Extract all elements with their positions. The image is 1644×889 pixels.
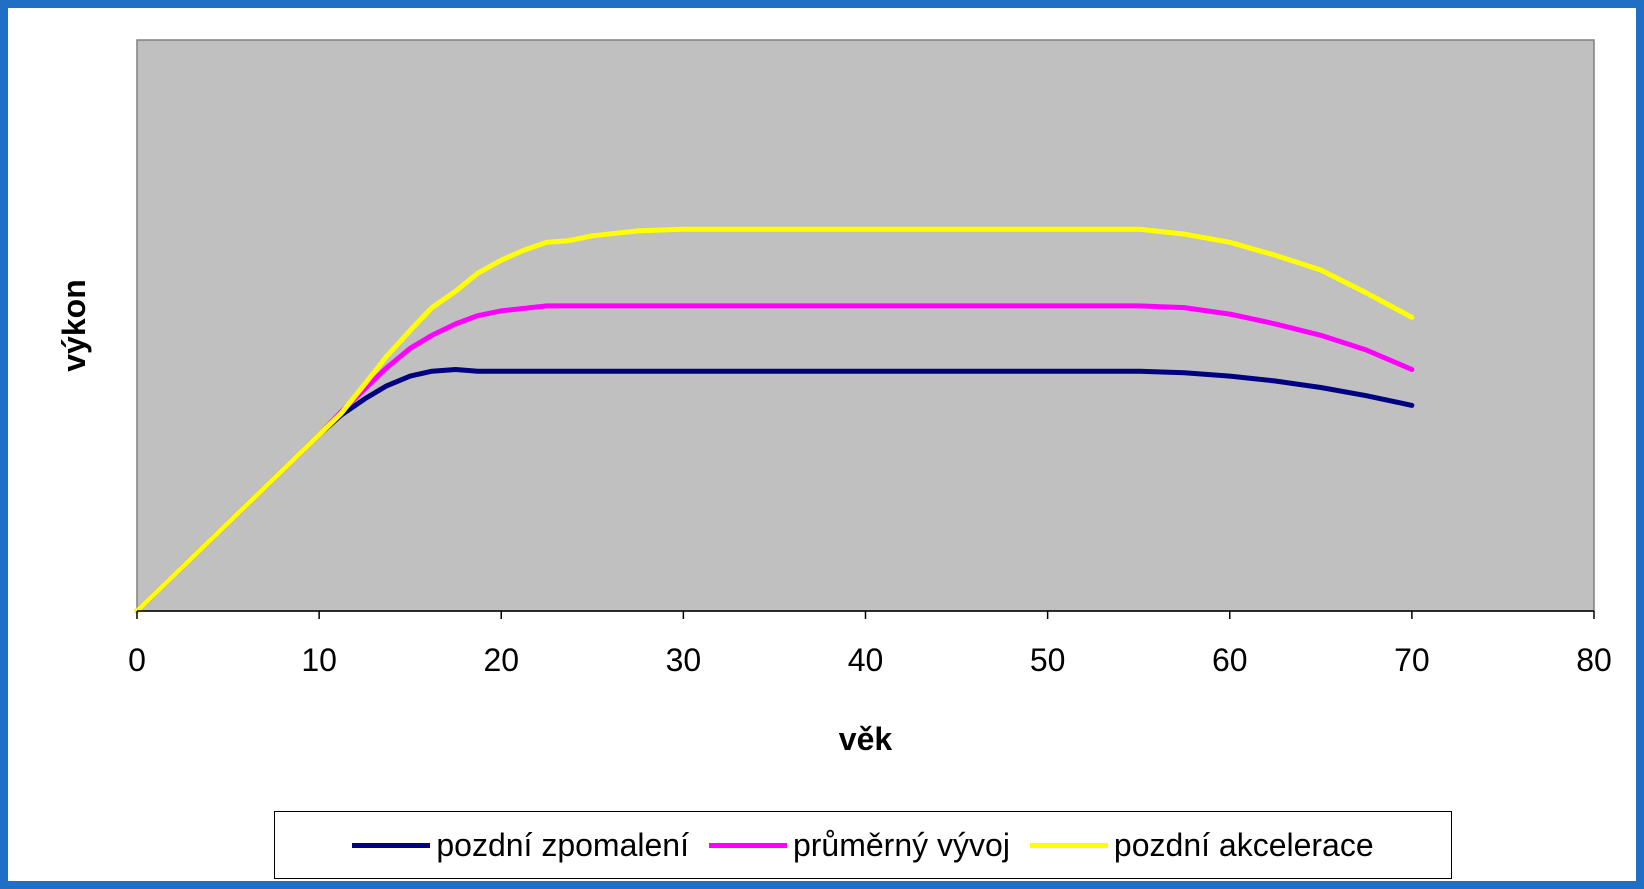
legend-label: průměrný vývoj xyxy=(792,826,1010,863)
x-tick-label: 50 xyxy=(1030,642,1066,678)
x-tick-label: 40 xyxy=(848,642,884,678)
x-tick-label: 20 xyxy=(483,642,519,678)
plot-area xyxy=(136,39,1595,612)
y-axis-title: výkon xyxy=(56,279,92,371)
legend-swatch xyxy=(708,842,787,848)
legend-label: pozdní zpomalení xyxy=(436,826,689,863)
x-tick-label: 80 xyxy=(1576,642,1612,678)
series-line-3 xyxy=(134,226,1415,614)
x-tick-label: 70 xyxy=(1394,642,1430,678)
x-axis-title: věk xyxy=(839,721,893,757)
legend-item-1: pozdní zpomalení xyxy=(352,827,689,864)
legend-swatch xyxy=(1029,842,1108,848)
x-tick-label: 60 xyxy=(1212,642,1248,678)
legend-item-2: průměrný vývoj xyxy=(708,826,1010,864)
legend: pozdní zpomalení průměrný vývoj pozdní akc… xyxy=(274,811,1452,879)
x-tick-label: 0 xyxy=(128,642,146,678)
legend-swatch xyxy=(352,842,431,848)
x-tick-label: 30 xyxy=(666,642,702,678)
x-ticks: 0 10 20 30 40 50 60 70 80 xyxy=(128,611,1612,678)
legend-label: pozdní akcelerace xyxy=(1113,826,1374,863)
legend-item-3: pozdní akcelerace xyxy=(1029,826,1374,864)
series-group xyxy=(134,226,1415,614)
x-tick-label: 10 xyxy=(301,642,337,678)
